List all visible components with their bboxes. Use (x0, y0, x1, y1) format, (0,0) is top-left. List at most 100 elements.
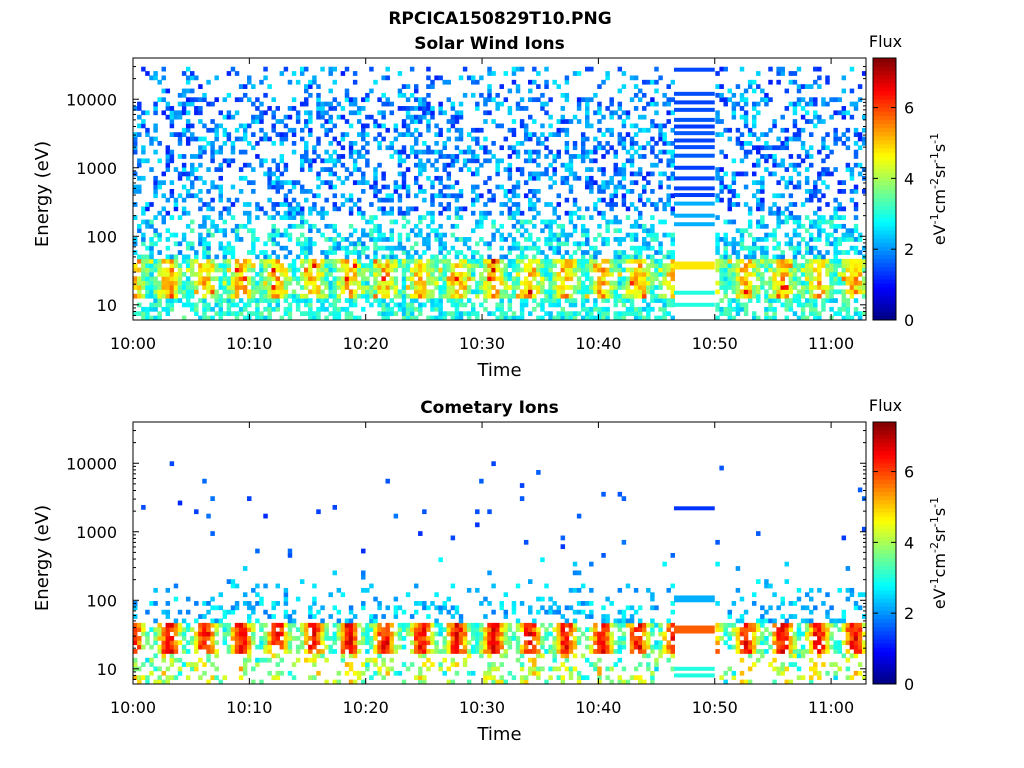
heatmap-cell (181, 271, 187, 277)
heatmap-cell (185, 263, 191, 268)
heatmap-cell (283, 285, 289, 290)
heatmap-cell (503, 267, 509, 273)
heatmap-cell (413, 140, 419, 146)
heatmap-cell (161, 97, 166, 103)
heatmap-cell (853, 184, 859, 190)
heatmap-cell (723, 154, 728, 159)
heatmap-cell (540, 285, 545, 290)
heatmap-cell (487, 66, 492, 72)
heatmap-cell (857, 250, 863, 255)
heatmap-cell (511, 315, 517, 321)
heatmap-cell (613, 202, 618, 207)
heatmap-cell (458, 110, 464, 116)
heatmap-cell (275, 293, 280, 299)
heatmap-cell (177, 285, 183, 290)
heatmap-cell (637, 315, 643, 321)
heatmap-cell (621, 197, 627, 203)
heatmap-cell (585, 263, 590, 268)
heatmap-cell (813, 180, 818, 186)
heatmap-cell (153, 679, 158, 685)
heatmap-cell (800, 285, 806, 290)
heatmap-cell (361, 605, 366, 611)
heatmap-cell (259, 657, 264, 663)
heatmap-cell (841, 315, 847, 321)
heatmap-cell (434, 263, 439, 268)
heatmap-cell (629, 123, 635, 129)
heatmap-cell (487, 110, 492, 116)
heatmap-cell (788, 276, 794, 282)
heatmap-cell (190, 162, 195, 168)
heatmap-cell (344, 167, 350, 172)
heatmap-cell (470, 154, 476, 159)
heatmap-cell (344, 271, 350, 277)
heatmap-cell (849, 276, 855, 282)
heatmap-cell (259, 640, 264, 646)
heatmap-cell (540, 306, 545, 312)
heatmap-cell (633, 280, 639, 286)
heatmap-cell (540, 289, 545, 295)
heatmap-cell (255, 215, 260, 220)
heatmap-cell (304, 635, 309, 641)
heatmap-cell (336, 609, 342, 615)
heatmap-cell (821, 119, 826, 124)
heatmap-cell (495, 228, 500, 234)
heatmap-cell (670, 232, 675, 238)
heatmap-cell (617, 114, 623, 120)
heatmap-cell (715, 306, 720, 312)
heatmap-cell (442, 193, 447, 199)
heatmap-cell (625, 215, 631, 220)
heatmap-cell (181, 618, 187, 624)
heatmap-cell (385, 293, 390, 299)
heatmap-cell (450, 119, 456, 124)
heatmap-cell (194, 509, 199, 515)
heatmap-cell (259, 280, 264, 286)
heatmap-cell (165, 679, 171, 685)
heatmap-cell (418, 101, 423, 107)
heatmap-cell (613, 298, 618, 303)
heatmap-cell (356, 237, 362, 242)
heatmap-cell (312, 241, 317, 247)
heatmap-cell (532, 306, 537, 312)
heatmap-cell (813, 219, 818, 225)
heatmap-cell (788, 241, 794, 247)
colorbar-step (873, 164, 896, 170)
heatmap-cell (409, 271, 415, 277)
heatmap-cell (788, 193, 794, 199)
heatmap-cell (397, 193, 403, 199)
heatmap-cell (523, 228, 529, 234)
heatmap-cell (381, 175, 386, 181)
heatmap-cell (719, 276, 724, 282)
heatmap-cell (572, 228, 578, 234)
heatmap-cell (267, 657, 272, 663)
heatmap-cell (271, 223, 276, 229)
heatmap-cell (210, 306, 215, 312)
heatmap-cell (556, 298, 561, 303)
heatmap-cell (499, 84, 504, 89)
heatmap-cell (454, 254, 460, 260)
heatmap-cell (637, 167, 643, 172)
heatmap-cell (418, 311, 423, 317)
heatmap-cell (173, 657, 179, 663)
heatmap-cell (328, 263, 333, 268)
heatmap-cell (145, 271, 150, 277)
heatmap-cell (153, 276, 158, 282)
heatmap-cell (776, 79, 781, 85)
heatmap-cell (161, 657, 166, 663)
heatmap-cell (308, 84, 313, 89)
heatmap-cell (369, 228, 374, 234)
heatmap-cell (548, 219, 553, 225)
heatmap-cell (629, 97, 635, 103)
heatmap-cell (796, 97, 802, 103)
heatmap-cell (601, 189, 606, 194)
heatmap-cell (226, 298, 232, 303)
heatmap-cell (153, 75, 158, 81)
heatmap-cell (324, 132, 329, 137)
heatmap-cell (312, 149, 317, 155)
heatmap-cell (743, 285, 749, 290)
heatmap-cell (715, 71, 720, 76)
heatmap-cell (202, 215, 207, 220)
heatmap-cell (617, 132, 623, 137)
heatmap-cell (597, 267, 602, 273)
heatmap-cell (808, 193, 814, 199)
heatmap-cell (817, 175, 822, 181)
